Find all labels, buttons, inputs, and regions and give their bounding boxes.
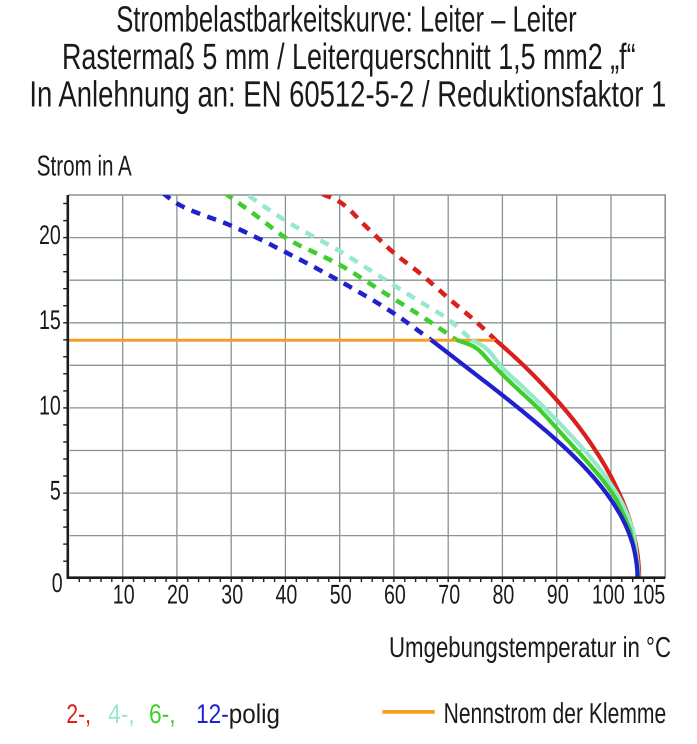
svg-text:Strom in A: Strom in A <box>37 151 133 183</box>
svg-text:0: 0 <box>52 568 63 598</box>
svg-text:90: 90 <box>547 580 569 610</box>
svg-text:15: 15 <box>39 305 61 335</box>
svg-text:Nennstrom der Klemme: Nennstrom der Klemme <box>444 698 667 730</box>
svg-text:60: 60 <box>384 580 406 610</box>
svg-text:Umgebungstemperatur in °C: Umgebungstemperatur in °C <box>389 632 671 664</box>
svg-text:40: 40 <box>276 580 298 610</box>
svg-text:30: 30 <box>221 580 243 610</box>
svg-text:105: 105 <box>633 580 666 610</box>
svg-text:6-,: 6-, <box>149 699 176 729</box>
svg-text:100: 100 <box>592 580 625 610</box>
svg-text:polig: polig <box>229 699 280 729</box>
svg-text:5: 5 <box>50 476 61 506</box>
svg-text:50: 50 <box>330 580 352 610</box>
svg-text:12-: 12- <box>196 699 229 729</box>
svg-text:Rastermaß 5 mm / Leiterquersch: Rastermaß 5 mm / Leiterquerschnitt 1,5 m… <box>62 36 636 77</box>
svg-text:2-,: 2-, <box>66 699 91 729</box>
svg-text:20: 20 <box>167 580 189 610</box>
svg-text:20: 20 <box>39 220 61 250</box>
svg-text:Strombelastbarkeitskurve: Leit: Strombelastbarkeitskurve: Leiter – Leite… <box>116 0 577 40</box>
svg-text:10: 10 <box>39 390 61 420</box>
svg-text:10: 10 <box>113 580 135 610</box>
svg-text:70: 70 <box>438 580 460 610</box>
svg-text:In Anlehnung an: EN 60512-5-2: In Anlehnung an: EN 60512-5-2 / Reduktio… <box>29 74 666 115</box>
svg-text:4-,: 4-, <box>108 699 135 729</box>
svg-text:80: 80 <box>493 580 515 610</box>
